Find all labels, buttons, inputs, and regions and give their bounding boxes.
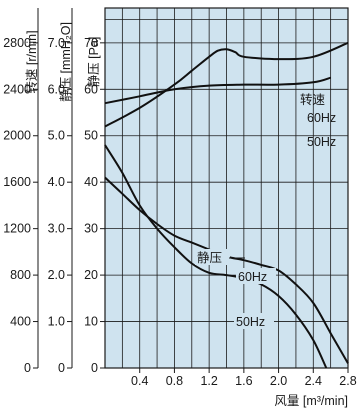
x-tick-label: 2.4: [305, 374, 322, 388]
x-axis-label: 风量 [m³/min]: [274, 394, 348, 408]
x-tick-label: 2.0: [270, 374, 287, 388]
y-tick-label: 2.0: [48, 268, 65, 282]
y-axes: [37, 8, 73, 368]
sp-50hz-label-bg: [234, 313, 274, 329]
x-tick-label: 0.8: [166, 374, 183, 388]
y-tick-label: 10: [84, 315, 98, 329]
y-axis-label-mmh2o: 静压 [mmH₂O]: [59, 22, 73, 102]
y-tick-label: 0: [91, 361, 98, 375]
x-tick-label: 0.4: [131, 374, 148, 388]
y-tick-label: 7.0: [48, 36, 65, 50]
y-axis-label-pa: 静压 [Pa]: [87, 37, 101, 88]
series-line-speed-50hz: [104, 76, 331, 105]
y-tick-label: 50: [84, 129, 98, 143]
y-tick-label: 2800: [3, 36, 31, 50]
y-tick-label: 0: [24, 361, 31, 375]
y-tick-label: 30: [84, 222, 98, 236]
y-tick-label: 400: [10, 315, 31, 329]
series-line-static_pressure-50hz: [104, 144, 328, 369]
sp-50hz-label: 50Hz: [236, 315, 265, 329]
x-tick-label: 2.8: [339, 374, 356, 388]
static-pressure-annotation: 静压: [197, 251, 222, 265]
y-tick-label: 3.0: [48, 222, 65, 236]
x-tick-label: 1.2: [200, 374, 217, 388]
y-tick-label: 1600: [3, 175, 31, 189]
y-tick-label: 40: [84, 175, 98, 189]
sp-60hz-label: 60Hz: [238, 270, 267, 284]
y-tick-label: 60: [84, 82, 98, 96]
y-tick-label: 4.0: [48, 175, 65, 189]
static-pressure-label-bg: [195, 249, 230, 265]
sp-60hz-label-bg: [236, 268, 276, 284]
grid: [105, 8, 348, 368]
y-tick-label: 2000: [3, 129, 31, 143]
ticks: 04008001200160020002400280001.02.03.04.0…: [3, 36, 357, 388]
y-axis-label-rpm: 转速 [r/min]: [24, 30, 39, 93]
speed-60hz-label: 60Hz: [307, 111, 336, 125]
speed-annotation: 转速: [300, 92, 326, 107]
y-tick-label: 6.0: [48, 82, 65, 96]
speed-50hz-label: 50Hz: [307, 135, 336, 149]
y-tick-label: 5.0: [48, 129, 65, 143]
y-tick-label: 0: [58, 361, 65, 375]
series-line-speed-60hz: [104, 41, 349, 128]
y-tick-label: 70: [84, 36, 98, 50]
y-tick-label: 1.0: [48, 315, 65, 329]
x-tick-label: 1.6: [235, 374, 252, 388]
y-tick-label: 1200: [3, 222, 31, 236]
y-tick-label: 2400: [3, 82, 31, 96]
y-tick-label: 800: [10, 268, 31, 282]
annotations: 转速 60Hz 50Hz 静压 60Hz 50Hz: [195, 92, 336, 329]
y-tick-label: 20: [84, 268, 98, 282]
axis-labels: 转速 [r/min] 静压 [mmH₂O] 静压 [Pa] 风量 [m³/min…: [24, 22, 348, 408]
